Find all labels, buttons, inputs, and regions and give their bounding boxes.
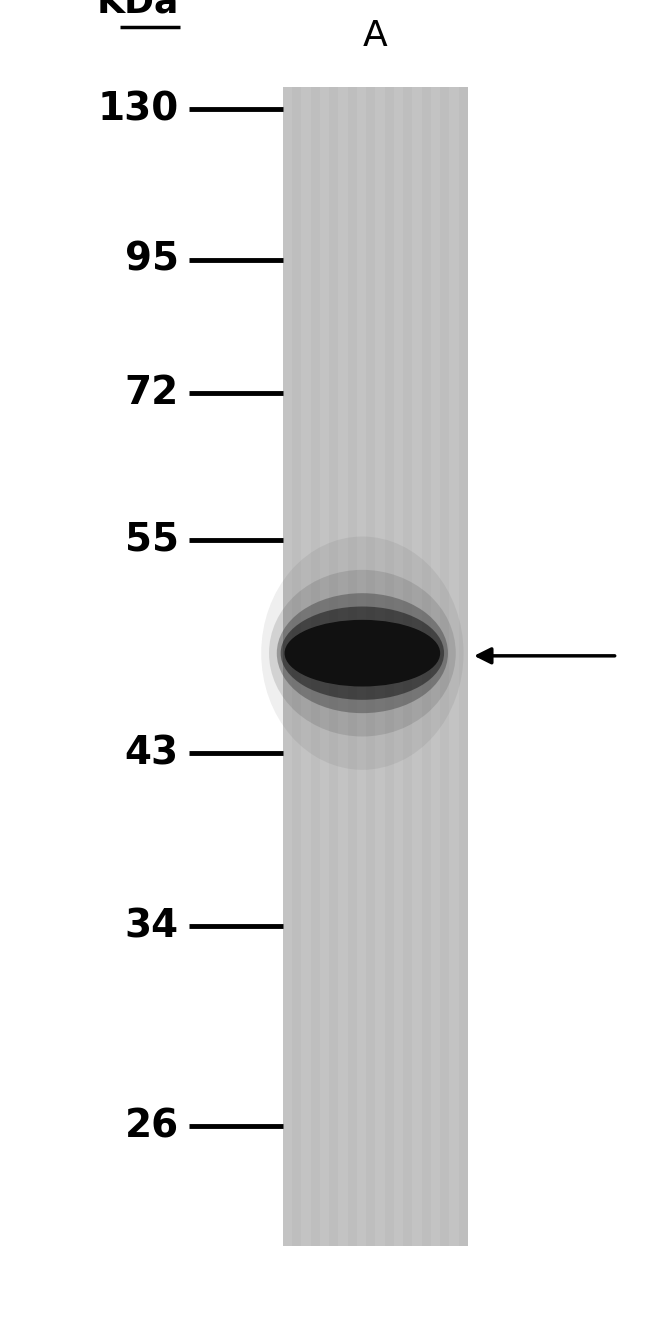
Ellipse shape (281, 607, 444, 700)
Text: 26: 26 (125, 1108, 179, 1145)
Bar (320, 87, 329, 1246)
Text: A: A (363, 19, 388, 53)
Bar (412, 87, 422, 1246)
Bar (338, 87, 348, 1246)
Bar (283, 87, 468, 1246)
Ellipse shape (277, 593, 448, 713)
Bar (450, 87, 459, 1246)
Bar (283, 87, 292, 1246)
Text: 34: 34 (125, 908, 179, 945)
Bar (422, 87, 431, 1246)
Ellipse shape (285, 620, 440, 686)
Text: 95: 95 (125, 241, 179, 279)
Bar (431, 87, 440, 1246)
Bar (311, 87, 320, 1246)
Text: 130: 130 (98, 91, 179, 128)
Bar (302, 87, 311, 1246)
Text: 72: 72 (125, 375, 179, 412)
Text: 55: 55 (125, 521, 179, 559)
Bar (348, 87, 357, 1246)
Bar (292, 87, 301, 1246)
Bar (385, 87, 394, 1246)
Text: 43: 43 (125, 734, 179, 772)
Bar (394, 87, 403, 1246)
Ellipse shape (261, 536, 463, 770)
Bar (366, 87, 376, 1246)
Bar (329, 87, 338, 1246)
Bar (459, 87, 468, 1246)
Text: KDa: KDa (96, 0, 179, 20)
Bar (403, 87, 412, 1246)
Ellipse shape (269, 571, 456, 736)
Bar (357, 87, 366, 1246)
Bar (440, 87, 449, 1246)
Bar (376, 87, 385, 1246)
